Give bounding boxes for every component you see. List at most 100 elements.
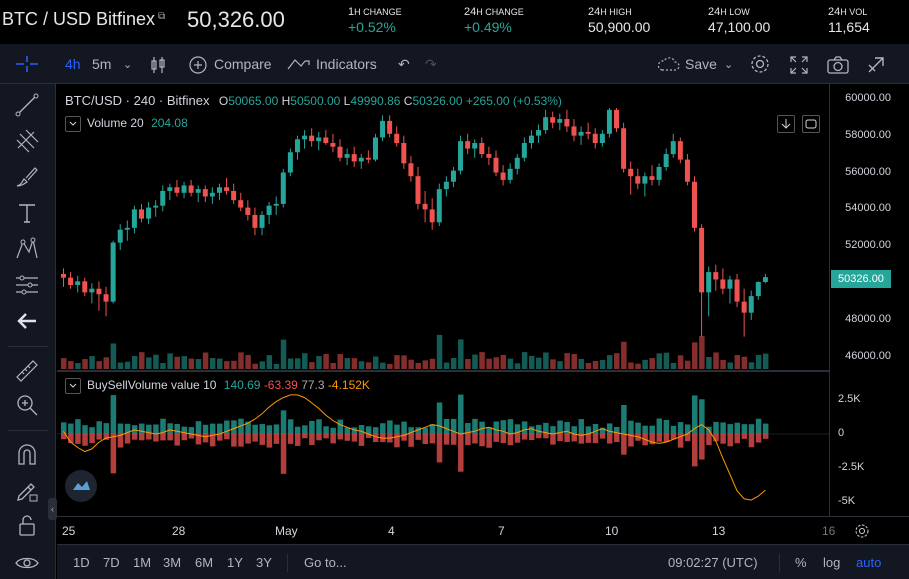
last-price-tag: 50326.00 [831,270,891,288]
stat-1h-change: 1H CHANGE +0.52% [348,6,402,35]
zoom-in-icon[interactable] [14,392,40,418]
range-6m-button[interactable]: 6M [195,555,214,570]
text-icon[interactable] [14,200,40,226]
compare-button[interactable]: Compare [214,56,272,72]
buy-volume-bar [146,424,152,434]
range-1d-button[interactable]: 1D [73,555,90,570]
symbol-title[interactable]: BTC / USD Bitfinex [2,9,156,29]
undo-icon[interactable]: ↶ [398,56,410,72]
buy-volume-bar [280,410,287,434]
price-chart[interactable] [57,84,829,516]
buy-volume-bar [628,420,634,434]
magnet-icon[interactable] [14,442,40,468]
settings-gear-icon[interactable] [749,53,771,75]
sell-volume-bar [209,434,216,447]
bsv-label[interactable]: BuySellVolume value 10 [87,378,217,393]
indicators-button[interactable]: Indicators [316,56,377,72]
publish-icon[interactable] [866,55,888,75]
bsv-tick-label: -2.5K [838,460,865,473]
sell-volume-bar [174,434,180,446]
pitchfork-icon[interactable] [14,128,40,154]
sell-volume-bar [216,434,223,441]
bsv-value-buy: 140.69 [223,378,261,393]
price-axis[interactable]: 60000.00 58000.00 56000.00 54000.00 52000.00… [829,84,909,516]
axis-settings-gear-icon[interactable] [854,523,870,539]
candle-body [224,187,230,191]
scroll-to-latest-icon[interactable] [777,115,795,133]
save-button[interactable]: Save [685,56,717,72]
range-1m-button[interactable]: 1M [133,555,152,570]
auto-toggle[interactable]: auto [856,555,882,570]
compare-plus-icon[interactable] [188,55,208,75]
candle-body [762,277,768,282]
arrow-left-icon[interactable] [14,308,40,334]
crosshair-icon[interactable] [14,54,40,74]
sell-volume-bar [585,434,592,443]
volume-label[interactable]: Volume 20 [87,116,144,131]
chart-pane[interactable]: BTC/USD · 240 · Bitfinex O50065.00 H5050… [57,84,829,516]
interval-5m-button[interactable]: 5m [92,56,112,72]
candle-body [401,143,407,164]
candle-body [621,128,627,169]
price-tick-label: 56000.00 [845,165,891,178]
brush-icon[interactable] [14,164,40,190]
collapse-chevron-icon[interactable] [65,116,81,132]
buy-volume-bar [521,421,528,434]
pattern-icon[interactable] [14,236,40,262]
ruler-icon[interactable] [14,358,40,384]
buy-volume-bar [606,423,613,434]
eye-icon[interactable] [14,550,40,576]
prediction-icon[interactable] [14,272,40,298]
buy-volume-bar [252,424,258,434]
cloud-icon[interactable] [656,56,680,72]
buy-volume-bar [692,395,698,434]
candle-body [287,152,293,173]
lock-drawing-icon[interactable] [14,478,40,504]
volume-bar [755,354,762,369]
candle-body [521,143,527,158]
tradingview-logo[interactable] [65,470,97,502]
buy-volume-bar [450,418,457,434]
sell-volume-bar [500,434,507,444]
candle-body [465,141,471,149]
log-toggle[interactable]: log [823,555,841,570]
range-1y-button[interactable]: 1Y [227,555,243,570]
time-axis[interactable]: 25 28 May 4 7 10 13 16 [57,516,909,544]
sell-volume-bar [734,434,741,444]
percent-toggle[interactable]: % [795,555,807,570]
camera-icon[interactable] [826,55,850,75]
indicators-icon[interactable] [287,56,311,72]
reset-chart-icon[interactable] [802,115,820,133]
volume-bar [337,354,344,369]
lock-icon[interactable] [14,512,40,538]
interval-4h-button[interactable]: 4h [65,56,81,72]
utc-clock[interactable]: 09:02:27 (UTC) [668,555,758,570]
save-chevron-icon[interactable]: ⌄ [724,59,734,71]
bsv-collapse-chevron-icon[interactable] [65,378,81,394]
drawing-toolbar: ‹ [0,84,57,579]
sell-volume-bar [755,434,762,443]
copy-icon[interactable]: ⧉ [158,11,166,22]
volume-bar [436,334,443,369]
legend-symbol[interactable]: BTC/USD · 240 · Bitfinex [65,93,210,108]
sell-volume-bar [486,434,492,448]
candle-body [188,185,194,193]
sell-volume-bar [167,434,173,441]
candle-body [663,154,669,167]
legend-h-label: H [281,94,291,108]
collapse-toolbar-icon[interactable]: ‹ [48,498,57,520]
goto-button[interactable]: Go to... [304,555,347,570]
sell-volume-bar [372,434,379,443]
sell-volume-bar [571,434,577,442]
trend-line-icon[interactable] [14,92,40,118]
candle-body [706,272,712,293]
range-7d-button[interactable]: 7D [103,555,120,570]
fullscreen-icon[interactable] [789,55,809,75]
bsv-value-line: -4.152K [327,378,370,393]
buy-volume-bar [571,426,577,434]
chevron-down-icon[interactable]: ⌄ [123,59,133,71]
range-3m-button[interactable]: 3M [163,555,182,570]
candles-icon[interactable] [150,56,166,74]
range-3y-button[interactable]: 3Y [256,555,272,570]
main-legend: BTC/USD · 240 · Bitfinex O50065.00 H5050… [65,93,562,108]
